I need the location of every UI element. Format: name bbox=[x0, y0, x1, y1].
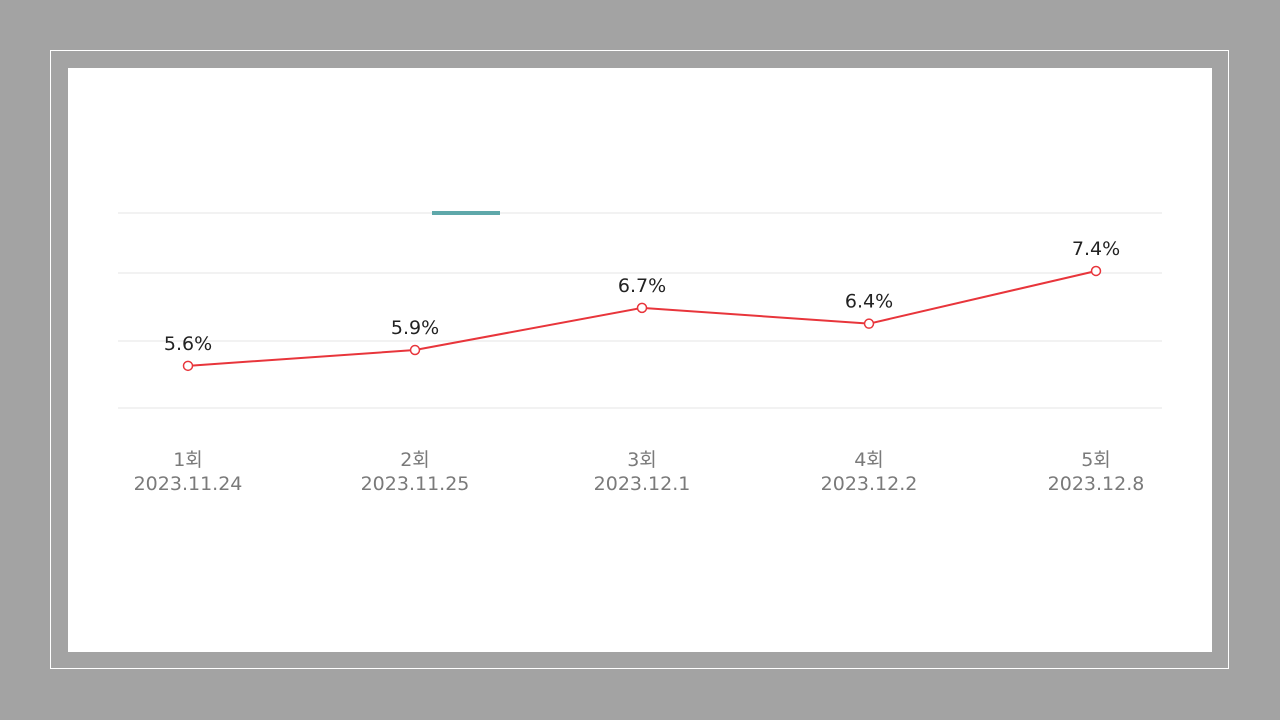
tick-label-date: 2023.11.25 bbox=[361, 473, 470, 495]
chart-series: 5.6% 5.9% 6.7% 6.4% 7.4% bbox=[164, 238, 1120, 372]
data-label: 6.7% bbox=[618, 275, 666, 297]
tick-label-date: 2023.12.1 bbox=[594, 473, 691, 495]
data-point bbox=[182, 360, 194, 372]
outer-frame bbox=[50, 50, 1229, 669]
data-point bbox=[863, 318, 875, 329]
data-label: 5.6% bbox=[164, 333, 212, 355]
tick-label-round: 4회 bbox=[854, 449, 884, 471]
tick-label-round: 5회 bbox=[1081, 449, 1111, 471]
data-label: 6.4% bbox=[845, 291, 893, 313]
data-label: 7.4% bbox=[1072, 238, 1120, 260]
tick-label-date: 2023.12.8 bbox=[1048, 473, 1145, 495]
data-point bbox=[636, 302, 648, 314]
chart-grid bbox=[118, 212, 1162, 409]
data-point bbox=[409, 344, 421, 356]
tick-label-round: 1회 bbox=[173, 449, 203, 471]
x-axis-ticks: 1회2023.11.242회2023.11.253회2023.12.14회202… bbox=[134, 449, 1145, 495]
data-label: 5.9% bbox=[391, 317, 439, 339]
tick-label-round: 3회 bbox=[627, 449, 657, 471]
tick-label-round: 2회 bbox=[400, 449, 430, 471]
tick-label-date: 2023.12.2 bbox=[821, 473, 918, 495]
tick-label-date: 2023.11.24 bbox=[134, 473, 243, 495]
data-point bbox=[1090, 265, 1102, 277]
